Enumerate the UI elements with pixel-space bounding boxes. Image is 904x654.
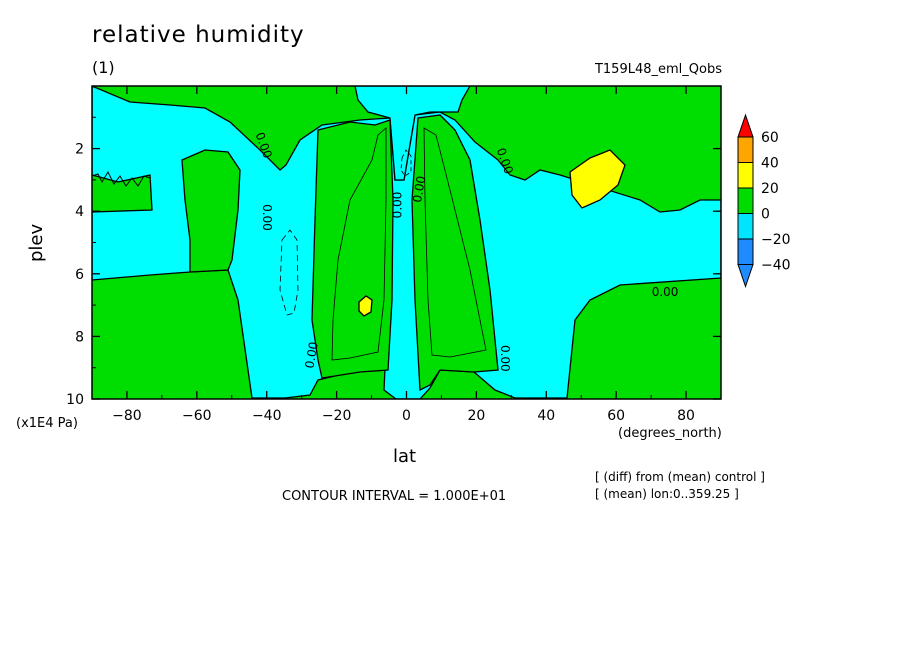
fill-positive-left-blob bbox=[181, 149, 241, 273]
contour-fills bbox=[92, 86, 721, 399]
x-tick-label: −60 bbox=[182, 408, 212, 424]
y-axis-unit: (x1E4 Pa) bbox=[16, 416, 78, 431]
colorbar-label: 60 bbox=[761, 130, 779, 146]
chart-title: relative humidity bbox=[92, 22, 305, 48]
colorbar-extend-bottom bbox=[737, 264, 754, 289]
note-mean: [ (mean) lon:0..359.25 ] bbox=[595, 487, 739, 501]
x-tick-label: 80 bbox=[677, 408, 695, 424]
contour-interval-text: CONTOUR INTERVAL = 1.000E+01 bbox=[282, 489, 507, 504]
x-tick-label: 20 bbox=[467, 408, 485, 424]
fill-negative-top bbox=[354, 86, 471, 181]
colorbar-label: −40 bbox=[761, 258, 791, 274]
contour-positive-right bbox=[423, 127, 487, 358]
contour-negative-left bbox=[279, 229, 299, 316]
chart-subtitle: (1) bbox=[92, 58, 115, 77]
x-axis-unit: (degrees_north) bbox=[618, 426, 722, 441]
contour-label: 0.00 bbox=[410, 175, 428, 204]
colorbar-segment bbox=[737, 187, 754, 214]
colorbar-label: 40 bbox=[761, 156, 779, 172]
colorbar-extend-top bbox=[737, 113, 754, 138]
colorbar: 60 40 20 0 −20 −40 bbox=[737, 113, 791, 289]
colorbar-label: −20 bbox=[761, 232, 791, 248]
colorbar-segment bbox=[737, 213, 754, 240]
y-tick-label: 2 bbox=[75, 142, 84, 158]
colorbar-segment bbox=[737, 238, 754, 265]
colorbar-segment bbox=[737, 162, 754, 189]
x-ticks: −80 −60 −40 −20 0 20 40 60 80 bbox=[91, 86, 722, 424]
fill-positive-central-right bbox=[411, 114, 499, 392]
contour-label: 0.00 bbox=[260, 204, 274, 231]
contour-label: 0.00 bbox=[652, 285, 679, 299]
x-tick-label: 60 bbox=[607, 408, 625, 424]
fill-negative-main bbox=[92, 86, 721, 399]
contour-label: 0.00 bbox=[390, 192, 404, 219]
fill-positive-strong bbox=[358, 295, 373, 317]
fill-positive-strong-right bbox=[569, 149, 626, 209]
y-tick-label: 4 bbox=[75, 204, 84, 220]
y-ticks: 2 4 6 8 10 bbox=[66, 116, 721, 408]
contour-left-edge bbox=[92, 170, 151, 187]
x-tick-label: 0 bbox=[402, 408, 411, 424]
x-tick-label: −40 bbox=[252, 408, 282, 424]
y-tick-label: 8 bbox=[75, 329, 84, 345]
y-tick-label: 10 bbox=[66, 392, 84, 408]
contour-negative-top bbox=[400, 149, 412, 177]
x-tick-label: −80 bbox=[112, 408, 142, 424]
colorbar-segment bbox=[737, 136, 754, 163]
contour-label: 0.00 bbox=[498, 345, 512, 372]
x-tick-label: 40 bbox=[537, 408, 555, 424]
x-tick-label: −20 bbox=[322, 408, 352, 424]
colorbar-label: 0 bbox=[761, 207, 770, 223]
run-label: T159L48_eml_Qobs bbox=[594, 62, 722, 77]
y-tick-label: 6 bbox=[75, 267, 84, 283]
note-diff: [ (diff) from (mean) control ] bbox=[595, 470, 765, 484]
contour-label: 0.00 bbox=[302, 341, 320, 370]
fill-positive-central-left bbox=[311, 119, 394, 379]
colorbar-label: 20 bbox=[761, 181, 779, 197]
contour-positive-left bbox=[331, 127, 387, 361]
x-axis-label: lat bbox=[393, 446, 417, 467]
